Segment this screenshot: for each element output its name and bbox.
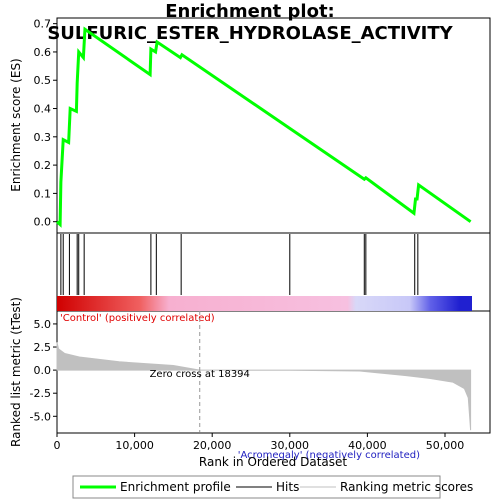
x-tick-label: 50,000 <box>426 439 465 452</box>
y-tick-label: 0.5 <box>34 74 52 87</box>
y-tick-label: 0.6 <box>34 46 52 59</box>
metric-area <box>56 342 472 431</box>
frame <box>56 17 491 434</box>
x-tick-label: 20,000 <box>193 439 232 452</box>
legend-label: Enrichment profile <box>120 480 231 494</box>
positive-label: 'Control' (positively correlated) <box>60 313 215 324</box>
x-tick-label: 10,000 <box>115 439 154 452</box>
y-tick-label: 5.0 <box>34 318 52 331</box>
title: Enrichment plot: <box>165 1 335 22</box>
y-tick-label: 2.5 <box>34 341 52 354</box>
y-tick-label: 0.0 <box>34 216 52 229</box>
legend-label: Ranking metric scores <box>340 480 473 494</box>
title: SULFURIC_ESTER_HYDROLASE_ACTIVITY <box>47 23 453 44</box>
y-axis-label: Enrichment score (ES) <box>9 58 23 191</box>
y-tick-label: 0.0 <box>34 364 52 377</box>
y-tick-label: 0.4 <box>34 103 52 116</box>
enrichment-profile <box>55 26 472 228</box>
legend-label: Hits <box>276 480 299 494</box>
y-tick-label: 0.1 <box>34 187 52 200</box>
x-tick-label: 40,000 <box>348 439 387 452</box>
x-tick-label: 30,000 <box>271 439 310 452</box>
y-tick-label: 0.3 <box>34 131 52 144</box>
y-tick-label: -2.5 <box>30 387 51 400</box>
x-tick-label: 0 <box>54 439 61 452</box>
rank-color-bar <box>57 296 472 311</box>
y-tick-label: 0.7 <box>34 18 52 31</box>
negative-label: 'Acromegaly' (negatively correlated) <box>238 450 420 461</box>
x-axis-label: Rank in Ordered Dataset <box>199 455 347 469</box>
y-tick-label: -5.0 <box>30 410 51 423</box>
zero-cross-label: Zero cross at 18394 <box>150 369 250 380</box>
y-axis-label: Ranked list metric (tTest) <box>9 297 23 447</box>
y-tick-label: 0.2 <box>34 159 52 172</box>
